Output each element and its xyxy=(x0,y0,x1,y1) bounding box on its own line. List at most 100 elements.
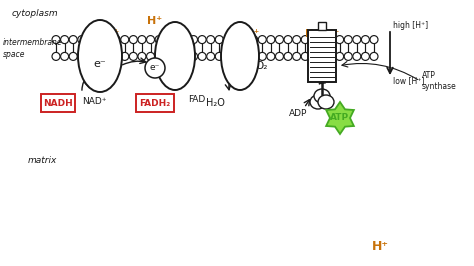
Text: H⁺: H⁺ xyxy=(372,239,389,252)
Circle shape xyxy=(301,52,309,60)
Text: H⁺: H⁺ xyxy=(325,29,339,39)
Circle shape xyxy=(232,52,240,60)
Bar xyxy=(308,30,336,82)
Circle shape xyxy=(224,36,232,44)
Ellipse shape xyxy=(310,95,326,109)
Circle shape xyxy=(146,36,155,44)
Text: ATP: ATP xyxy=(330,114,349,123)
Circle shape xyxy=(336,36,344,44)
Circle shape xyxy=(61,52,69,60)
Text: e⁻: e⁻ xyxy=(150,64,160,73)
Text: H⁺: H⁺ xyxy=(305,29,319,39)
Circle shape xyxy=(138,52,146,60)
Circle shape xyxy=(292,52,301,60)
Text: e⁻: e⁻ xyxy=(94,59,106,69)
Circle shape xyxy=(95,52,103,60)
Text: H⁺: H⁺ xyxy=(147,16,163,26)
Circle shape xyxy=(129,36,137,44)
Circle shape xyxy=(112,36,120,44)
Circle shape xyxy=(361,52,369,60)
Circle shape xyxy=(164,36,172,44)
Ellipse shape xyxy=(221,22,259,90)
Circle shape xyxy=(258,36,266,44)
Circle shape xyxy=(112,52,120,60)
Ellipse shape xyxy=(155,22,195,90)
Circle shape xyxy=(250,36,258,44)
Circle shape xyxy=(198,52,206,60)
Circle shape xyxy=(327,52,335,60)
Circle shape xyxy=(327,36,335,44)
Circle shape xyxy=(284,52,292,60)
Circle shape xyxy=(292,36,301,44)
Text: ATP
synthase: ATP synthase xyxy=(422,71,457,91)
Circle shape xyxy=(275,36,283,44)
Circle shape xyxy=(224,52,232,60)
Polygon shape xyxy=(326,102,354,134)
Text: H⁺: H⁺ xyxy=(105,29,119,39)
Text: H⁺: H⁺ xyxy=(228,29,242,39)
Circle shape xyxy=(52,52,60,60)
Circle shape xyxy=(310,52,318,60)
Circle shape xyxy=(190,36,198,44)
Circle shape xyxy=(319,52,327,60)
Circle shape xyxy=(155,52,163,60)
Circle shape xyxy=(86,36,94,44)
Circle shape xyxy=(69,52,77,60)
Circle shape xyxy=(146,52,155,60)
Circle shape xyxy=(181,52,189,60)
Circle shape xyxy=(301,36,309,44)
Circle shape xyxy=(344,52,352,60)
Circle shape xyxy=(164,52,172,60)
Ellipse shape xyxy=(314,89,330,103)
Circle shape xyxy=(267,52,275,60)
Circle shape xyxy=(155,36,163,44)
Circle shape xyxy=(258,52,266,60)
Text: ADP: ADP xyxy=(289,110,307,118)
Circle shape xyxy=(78,36,86,44)
Circle shape xyxy=(207,52,215,60)
Circle shape xyxy=(173,36,180,44)
Circle shape xyxy=(86,52,94,60)
Circle shape xyxy=(241,36,249,44)
Circle shape xyxy=(353,36,361,44)
Circle shape xyxy=(103,52,111,60)
Circle shape xyxy=(181,36,189,44)
Ellipse shape xyxy=(145,58,165,78)
Circle shape xyxy=(215,52,223,60)
Circle shape xyxy=(370,52,378,60)
Circle shape xyxy=(173,52,180,60)
Bar xyxy=(318,22,326,30)
FancyBboxPatch shape xyxy=(41,94,75,112)
Text: intermembrane
space: intermembrane space xyxy=(3,38,63,59)
Text: FAD: FAD xyxy=(188,94,206,103)
Circle shape xyxy=(353,52,361,60)
Circle shape xyxy=(103,36,111,44)
Circle shape xyxy=(310,36,318,44)
Circle shape xyxy=(336,52,344,60)
Ellipse shape xyxy=(318,95,334,109)
Circle shape xyxy=(344,36,352,44)
Circle shape xyxy=(250,52,258,60)
Text: NAD⁺: NAD⁺ xyxy=(82,97,106,106)
Text: FADH₂: FADH₂ xyxy=(139,98,171,107)
Circle shape xyxy=(138,36,146,44)
Circle shape xyxy=(121,36,129,44)
Circle shape xyxy=(78,52,86,60)
Text: low [H⁺]: low [H⁺] xyxy=(393,77,424,85)
Circle shape xyxy=(207,36,215,44)
Circle shape xyxy=(121,52,129,60)
Text: high [H⁺]: high [H⁺] xyxy=(393,22,428,31)
FancyBboxPatch shape xyxy=(136,94,174,112)
Circle shape xyxy=(319,36,327,44)
Circle shape xyxy=(232,36,240,44)
Text: matrix: matrix xyxy=(28,156,57,165)
Circle shape xyxy=(69,36,77,44)
Circle shape xyxy=(61,36,69,44)
Text: H₂O: H₂O xyxy=(206,98,224,108)
Circle shape xyxy=(52,36,60,44)
Circle shape xyxy=(129,52,137,60)
Circle shape xyxy=(190,52,198,60)
Text: H⁺: H⁺ xyxy=(245,29,259,39)
Text: NADH: NADH xyxy=(43,98,73,107)
Text: cytoplasm: cytoplasm xyxy=(12,9,59,18)
